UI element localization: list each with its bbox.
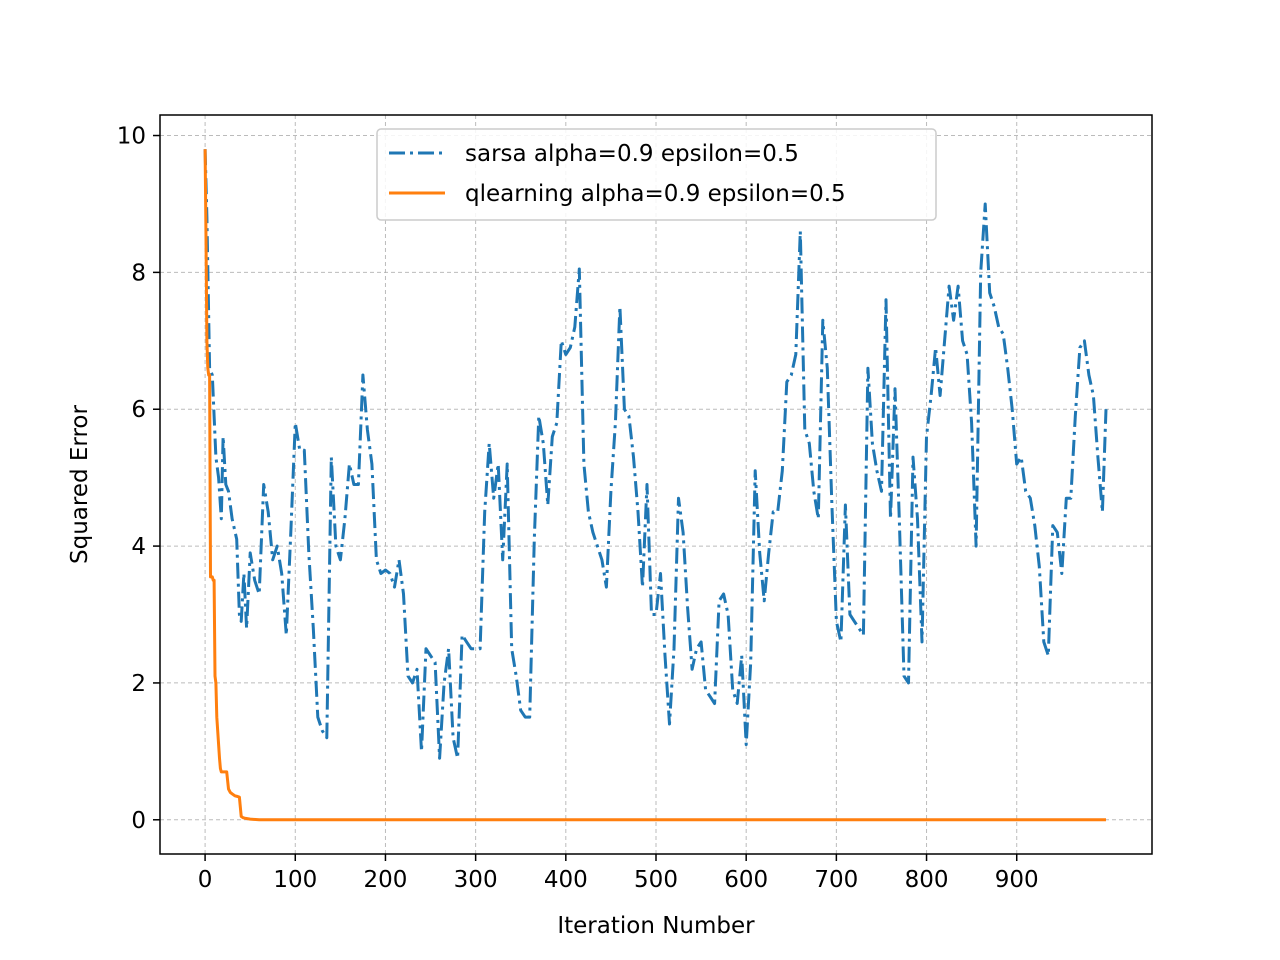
legend-label: sarsa alpha=0.9 epsilon=0.5: [465, 141, 799, 167]
x-tick-label: 300: [454, 867, 498, 893]
y-tick-label: 0: [131, 808, 146, 834]
x-axis-label: Iteration Number: [557, 913, 755, 939]
x-tick-label: 400: [544, 867, 588, 893]
plot-series: [203, 149, 1108, 822]
series-line-sarsa: [203, 149, 1108, 760]
x-tick-label: 900: [995, 867, 1039, 893]
x-tick-label: 800: [905, 867, 949, 893]
y-tick-label: 10: [117, 124, 146, 150]
legend: sarsa alpha=0.9 epsilon=0.5 qlearning alp…: [376, 128, 937, 221]
x-tick-label: 500: [634, 867, 678, 893]
x-tick-label: 700: [814, 867, 858, 893]
series-line-qlearning: [203, 149, 1106, 822]
axis-ticks: 0 100 200 300 400 500 600 700 800 900 0 2 4 6 8 10: [117, 124, 1039, 893]
x-tick-label: 200: [364, 867, 408, 893]
y-tick-label: 4: [131, 534, 146, 560]
y-tick-label: 2: [131, 671, 146, 697]
x-tick-label: 100: [273, 867, 317, 893]
y-axis-label: Squared Error: [67, 404, 93, 563]
y-tick-label: 8: [131, 260, 146, 286]
legend-box: [376, 128, 937, 221]
x-tick-label: 0: [198, 867, 213, 893]
x-tick-label: 600: [724, 867, 768, 893]
y-tick-label: 6: [131, 397, 146, 423]
legend-label: qlearning alpha=0.9 epsilon=0.5: [465, 181, 846, 207]
